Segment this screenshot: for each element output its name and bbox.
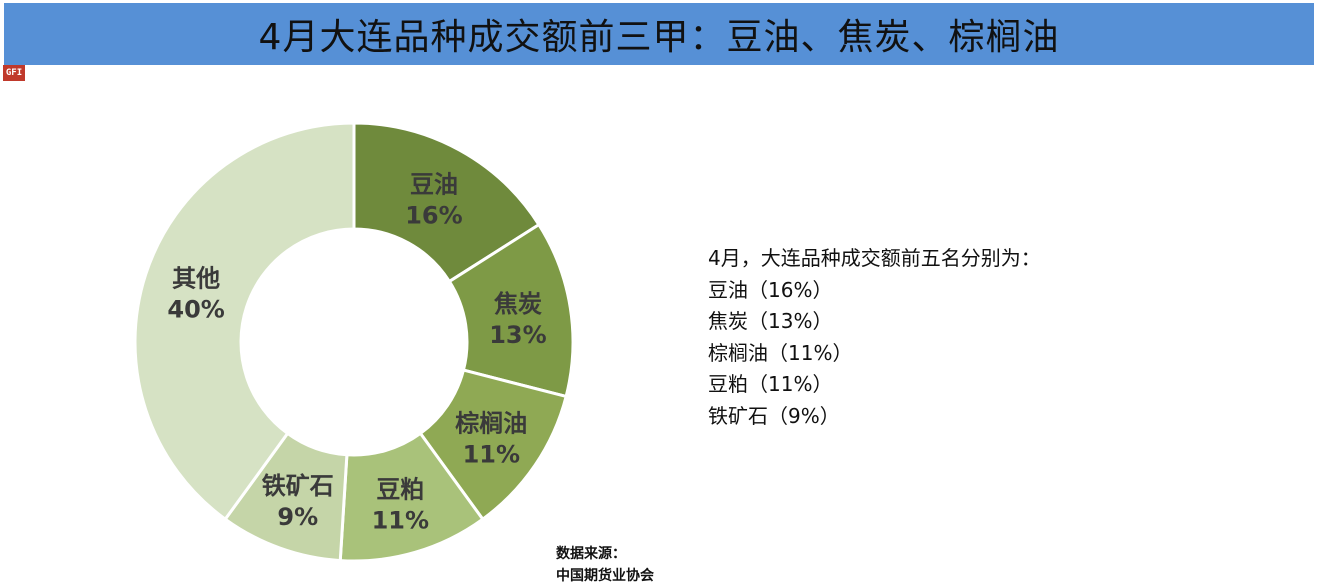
slice-name-label-2: 棕榈油 — [455, 409, 527, 437]
summary-item-soybean-meal: 豆粕（11%） — [708, 372, 833, 396]
chart-title: 4月大连品种成交额前三甲：豆油、焦炭、棕榈油 — [258, 17, 1060, 58]
data-source: 数据来源： 中国期货业协会 — [556, 543, 654, 587]
slice-name-label-4: 铁矿石 — [262, 472, 334, 500]
slice-value-label-3: 11% — [372, 506, 429, 534]
source-name: 中国期货业协会 — [556, 568, 654, 584]
slice-value-label-2: 11% — [463, 440, 520, 468]
summary-item-palm-oil: 棕榈油（11%） — [708, 340, 853, 365]
logo-icon: GFI — [3, 65, 25, 81]
summary-heading: 4月，大连品种成交额前五名分别为： — [708, 246, 1041, 270]
summary-item-soybean-oil: 豆油（16%） — [708, 277, 833, 302]
slice-name-label-5: 其他 — [172, 265, 220, 293]
donut-chart: 豆油 16% 焦炭 13% 棕榈油 11% 豆粕 11% 铁矿石 9% 其他 40% — [133, 121, 575, 563]
slice-value-label-0: 16% — [405, 202, 462, 230]
slice-name-label-0: 豆油 — [410, 171, 458, 199]
summary-panel: 4月，大连品种成交额前五名分别为： 豆油（16%） 焦炭（13%） 棕榈油（11… — [708, 243, 1041, 432]
slice-value-label-5: 40% — [167, 296, 224, 324]
source-label: 数据来源： — [556, 546, 626, 562]
slice-name-label-3: 豆粕 — [376, 475, 424, 503]
summary-item-iron-ore: 铁矿石（9%） — [708, 403, 840, 428]
title-bar: 4月大连品种成交额前三甲：豆油、焦炭、棕榈油 — [4, 3, 1314, 65]
slice-value-label-4: 9% — [277, 503, 318, 531]
slice-value-label-1: 13% — [489, 321, 546, 349]
donut-slice-5 — [133, 121, 356, 522]
summary-item-coke: 焦炭（13%） — [708, 309, 833, 333]
slice-name-label-1: 焦炭 — [494, 290, 542, 318]
donut-slice-0 — [352, 121, 541, 284]
